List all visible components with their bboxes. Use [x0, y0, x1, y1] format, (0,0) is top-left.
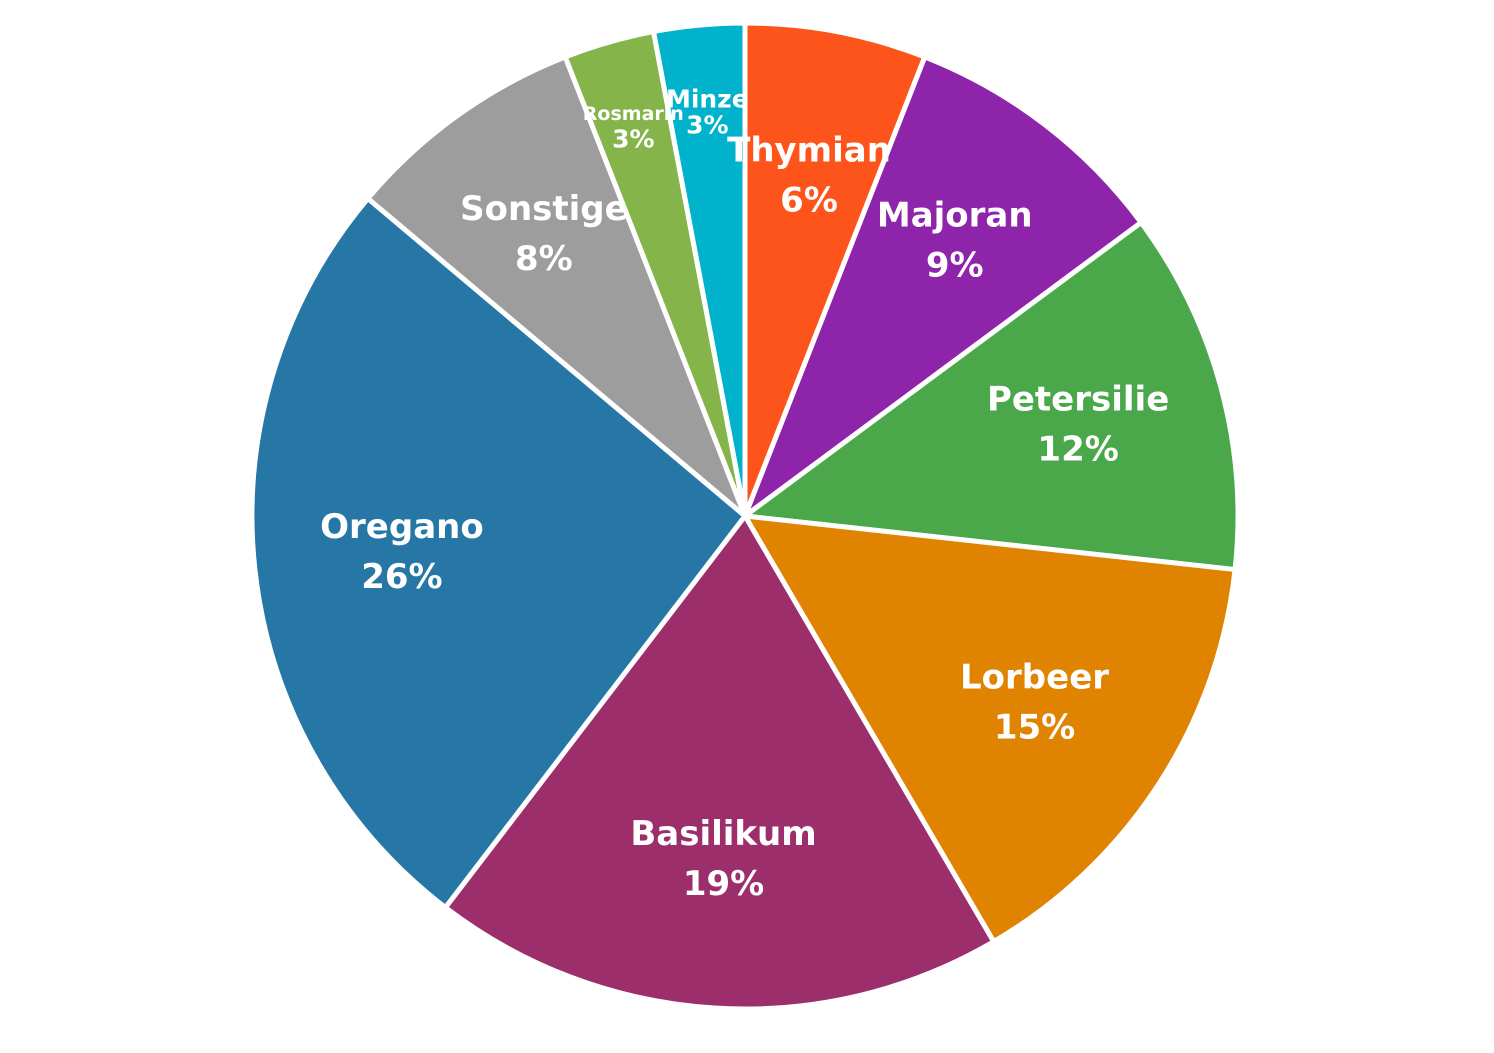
slice-value-label: 12% [1037, 429, 1118, 469]
slice-name: Minze [666, 84, 749, 113]
slice-value-label: 6% [780, 180, 838, 220]
slice-value-label: 3% [612, 124, 654, 153]
pie-slice [365, 54, 748, 519]
slice-value-label: 19% [683, 864, 764, 904]
pie-slice [249, 195, 748, 911]
pie-slice [742, 513, 1238, 945]
slice-name: Rosmarin [583, 103, 684, 125]
slice-name: Majoran [877, 195, 1033, 235]
pie-slice [742, 54, 1144, 519]
slice-value-label: 9% [926, 245, 984, 285]
slice-name: Thymian [727, 130, 891, 170]
pie-slice [742, 20, 928, 519]
slice-value-label: 3% [686, 110, 728, 139]
slice-value-label: 8% [515, 239, 573, 279]
pie-slice [442, 513, 997, 1012]
slice-value-label: 26% [361, 557, 442, 597]
slice-name: Lorbeer [960, 657, 1109, 697]
pie-slice [742, 220, 1241, 573]
slice-name: Petersilie [987, 379, 1169, 419]
slice-name: Basilikum [630, 814, 816, 854]
pie-slice [651, 20, 748, 519]
slice-name: Oregano [320, 507, 484, 547]
slice-name: Sonstige [460, 189, 628, 229]
slice-value-label: 15% [994, 707, 1075, 747]
